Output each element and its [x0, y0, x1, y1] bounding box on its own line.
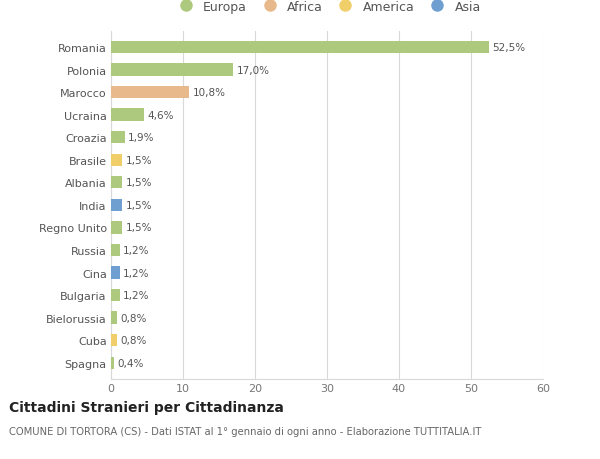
Text: 0,4%: 0,4%: [118, 358, 144, 368]
Text: 0,8%: 0,8%: [121, 313, 147, 323]
Text: 4,6%: 4,6%: [148, 111, 174, 120]
Text: 1,5%: 1,5%: [125, 201, 152, 210]
Text: 1,2%: 1,2%: [123, 291, 150, 300]
Text: COMUNE DI TORTORA (CS) - Dati ISTAT al 1° gennaio di ogni anno - Elaborazione TU: COMUNE DI TORTORA (CS) - Dati ISTAT al 1…: [9, 426, 481, 436]
Bar: [111, 222, 122, 234]
Text: 1,5%: 1,5%: [125, 156, 152, 165]
Text: 0,8%: 0,8%: [121, 336, 147, 346]
Bar: [111, 64, 233, 77]
Bar: [111, 177, 122, 189]
Bar: [111, 199, 122, 212]
Bar: [111, 244, 119, 257]
Bar: [111, 334, 117, 347]
Bar: [111, 312, 117, 324]
Text: 1,2%: 1,2%: [123, 246, 150, 255]
Bar: [111, 42, 489, 54]
Legend: Europa, Africa, America, Asia: Europa, Africa, America, Asia: [169, 0, 485, 17]
Text: Cittadini Stranieri per Cittadinanza: Cittadini Stranieri per Cittadinanza: [9, 400, 284, 414]
Text: 52,5%: 52,5%: [493, 43, 526, 53]
Bar: [111, 357, 114, 369]
Text: 1,5%: 1,5%: [125, 223, 152, 233]
Bar: [111, 267, 119, 279]
Bar: [111, 132, 125, 144]
Bar: [111, 154, 122, 167]
Text: 17,0%: 17,0%: [237, 65, 270, 75]
Bar: [111, 289, 119, 302]
Text: 1,9%: 1,9%: [128, 133, 155, 143]
Bar: [111, 87, 189, 99]
Text: 1,2%: 1,2%: [123, 268, 150, 278]
Text: 10,8%: 10,8%: [193, 88, 226, 98]
Text: 1,5%: 1,5%: [125, 178, 152, 188]
Bar: [111, 109, 144, 122]
